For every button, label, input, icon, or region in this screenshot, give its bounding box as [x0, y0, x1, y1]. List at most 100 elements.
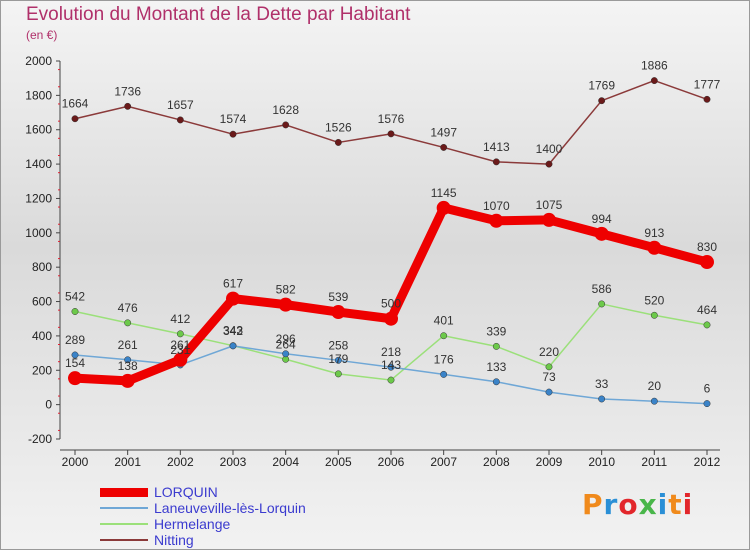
data-label: 33: [595, 377, 609, 391]
data-point: [545, 160, 553, 168]
y-tick-label: 0: [45, 398, 52, 412]
data-point: [71, 115, 79, 123]
data-point: [334, 370, 342, 378]
data-label: 143: [381, 358, 401, 372]
data-label: 1657: [167, 98, 194, 112]
data-label: 73: [542, 370, 556, 384]
x-tick-label: 2010: [588, 455, 615, 469]
legend-label-laneuveville: Laneuveville-lès-Lorquin: [154, 499, 306, 516]
data-point: [700, 255, 714, 270]
data-label: 1664: [62, 97, 89, 111]
y-tick-label: 800: [32, 260, 52, 274]
data-label: 220: [539, 345, 559, 359]
data-point: [598, 97, 606, 105]
legend-label-hermelange: Hermelange: [154, 515, 231, 532]
data-point: [387, 363, 395, 371]
data-label: 500: [381, 297, 401, 311]
data-label: 289: [65, 333, 85, 347]
proxiti-logo: Proxiti: [582, 488, 693, 521]
data-label: 464: [697, 303, 717, 317]
data-point: [703, 95, 711, 103]
data-label: 1769: [588, 79, 615, 93]
data-label: 261: [118, 338, 138, 352]
data-point: [278, 297, 293, 312]
legend-item-lorquin: LORQUIN: [100, 484, 306, 500]
data-label: 1497: [430, 125, 457, 139]
data-point: [229, 130, 237, 138]
data-point: [176, 330, 184, 338]
data-label: 1145: [431, 186, 457, 200]
data-point: [598, 300, 606, 308]
data-point: [492, 342, 500, 350]
data-point: [282, 350, 290, 358]
legend-item-laneuveville: Laneuveville-lès-Lorquin: [100, 500, 306, 516]
data-label: 1075: [536, 198, 563, 212]
data-point: [387, 130, 395, 138]
data-point: [68, 371, 82, 386]
data-label: 1628: [272, 103, 299, 117]
legend-swatch-laneuveville: [100, 507, 148, 509]
data-point: [124, 356, 132, 364]
data-label: 154: [65, 356, 85, 370]
data-label: 231: [170, 343, 190, 357]
data-point: [703, 321, 711, 329]
y-tick-label: 400: [32, 329, 52, 343]
data-label: 218: [381, 345, 401, 359]
data-point: [440, 143, 448, 151]
data-label: 1413: [483, 140, 510, 154]
data-point: [489, 213, 504, 228]
x-tick-label: 2008: [483, 455, 510, 469]
data-point: [282, 121, 290, 129]
data-point: [387, 376, 395, 384]
data-point: [542, 212, 556, 227]
data-label: 539: [328, 290, 348, 304]
data-point: [71, 308, 79, 315]
logo-letter: P: [582, 488, 604, 521]
y-tick-label: 1800: [25, 88, 52, 102]
legend-swatch-nitting: [100, 539, 148, 541]
y-tick-label: 200: [32, 363, 52, 377]
y-tick-label: 2000: [25, 54, 52, 68]
data-point: [703, 400, 711, 408]
chart-subtitle: (en €): [26, 28, 58, 42]
legend-item-hermelange: Hermelange: [100, 516, 306, 532]
data-label: 264: [276, 337, 296, 351]
logo-letter: o: [618, 488, 639, 521]
y-tick-label: 1400: [25, 157, 52, 171]
data-label: 138: [118, 359, 138, 373]
data-label: 830: [697, 240, 717, 254]
data-label: 476: [118, 301, 138, 315]
data-point: [120, 373, 135, 388]
data-point: [436, 200, 451, 215]
data-point: [176, 116, 184, 124]
data-label: 342: [223, 324, 243, 338]
data-label: 1576: [378, 112, 405, 126]
data-label: 261: [170, 338, 190, 352]
x-tick-label: 2004: [272, 455, 299, 469]
data-label: 582: [276, 283, 296, 297]
data-label: 6: [704, 382, 711, 396]
data-label: 343: [223, 324, 243, 338]
data-label: 1736: [114, 84, 141, 98]
logo-letter: x: [638, 488, 658, 521]
data-label: 1400: [536, 142, 563, 156]
data-point: [650, 77, 658, 85]
y-tick-label: 1200: [25, 191, 52, 205]
data-point: [334, 138, 342, 146]
data-point: [124, 319, 132, 327]
data-point: [334, 356, 342, 364]
legend-label-nitting: Nitting: [154, 531, 194, 548]
data-point: [226, 291, 240, 306]
logo-letter: i: [657, 488, 669, 521]
data-label: 1526: [325, 120, 352, 134]
data-label: 1070: [483, 199, 510, 213]
data-point: [71, 351, 79, 359]
chart-title: Evolution du Montant de la Dette par Hab…: [26, 4, 411, 25]
data-label: 412: [170, 312, 190, 326]
data-label: 258: [328, 338, 348, 352]
x-tick-label: 2005: [325, 455, 352, 469]
legend-swatch-hermelange: [100, 523, 148, 525]
data-label: 176: [434, 352, 454, 366]
logo-letter: r: [603, 488, 619, 521]
